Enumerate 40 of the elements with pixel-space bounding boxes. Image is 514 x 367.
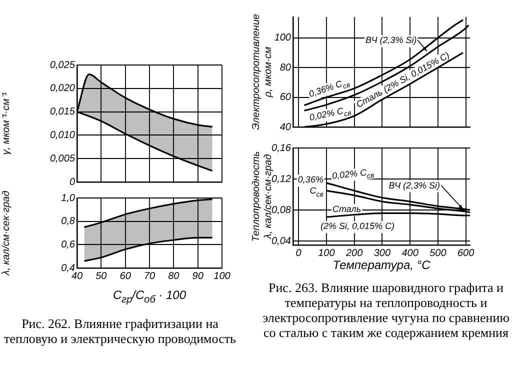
x-tick-label: 70 <box>144 270 156 282</box>
y-tick-label: 0,015 <box>50 106 76 118</box>
x-tick-label: 0 <box>296 248 302 259</box>
y-tick-label: 0,8 <box>61 216 76 228</box>
x-tick-label: 50 <box>96 270 108 282</box>
y-axis-title: γ, мком⁻¹·см⁻¹ <box>0 92 12 155</box>
x-tick-label: 200 <box>344 248 364 259</box>
x-tick-label: 100 <box>318 248 336 259</box>
x-tick-label: 80 <box>168 270 180 282</box>
annotation: ВЧ (2,3% Si) <box>366 35 417 46</box>
y-tick-label: 0,005 <box>50 153 76 164</box>
x-tick-label: 300 <box>374 248 391 259</box>
y-tick-label: 1,0 <box>61 192 76 204</box>
text: Рис. 263. Влияние шаровидного графита и температуры на теплопроводность и электросопротивление чугуна по сравнению со сталью с таким же содержанием кремния <box>262 280 510 340</box>
y-tick-label: 0,025 <box>50 60 76 71</box>
annotation: ВЧ (2,3% Si) <box>388 180 440 190</box>
y-tick-label: 0,16 <box>272 142 292 154</box>
x-tick-label: 600 <box>457 248 475 259</box>
y-axis-title: λ, кал/см·сек·град <box>0 190 12 276</box>
y-tick-label: 0,04 <box>272 236 292 247</box>
y-axis-title: Электросопротивление ρ, мком·см <box>250 14 274 130</box>
y-tick-label: 0,12 <box>272 174 292 185</box>
y-tick-label: 0,020 <box>50 83 76 94</box>
y-tick-label: 80 <box>280 62 292 74</box>
y-tick-label: 100 <box>274 32 292 44</box>
x-tick-label: 100 <box>214 270 231 282</box>
x-tick-label: 60 <box>120 270 132 282</box>
y-tick-label: 60 <box>280 92 292 104</box>
x-tick-label: 90 <box>192 270 204 282</box>
x-axis-title: Температура, °С <box>332 258 432 272</box>
y-tick-label: 0 <box>69 176 76 188</box>
y-tick-label: 0,010 <box>50 130 76 141</box>
y-tick-label: 0,6 <box>61 239 76 250</box>
y-tick-label: 0,08 <box>272 204 292 216</box>
x-tick-label: 500 <box>430 248 447 259</box>
series-label: Сталь (2% Si, 0,015% C) <box>320 204 394 232</box>
x-axis-title: C$_{гр}$/C$_{об}$ · 100 <box>112 288 188 306</box>
y-tick-label: 40 <box>280 122 292 133</box>
text: Рис. 262. Влияние графитизации на тепловую и электрическую проводимость <box>3 316 237 346</box>
x-tick-label: 400 <box>402 248 419 259</box>
